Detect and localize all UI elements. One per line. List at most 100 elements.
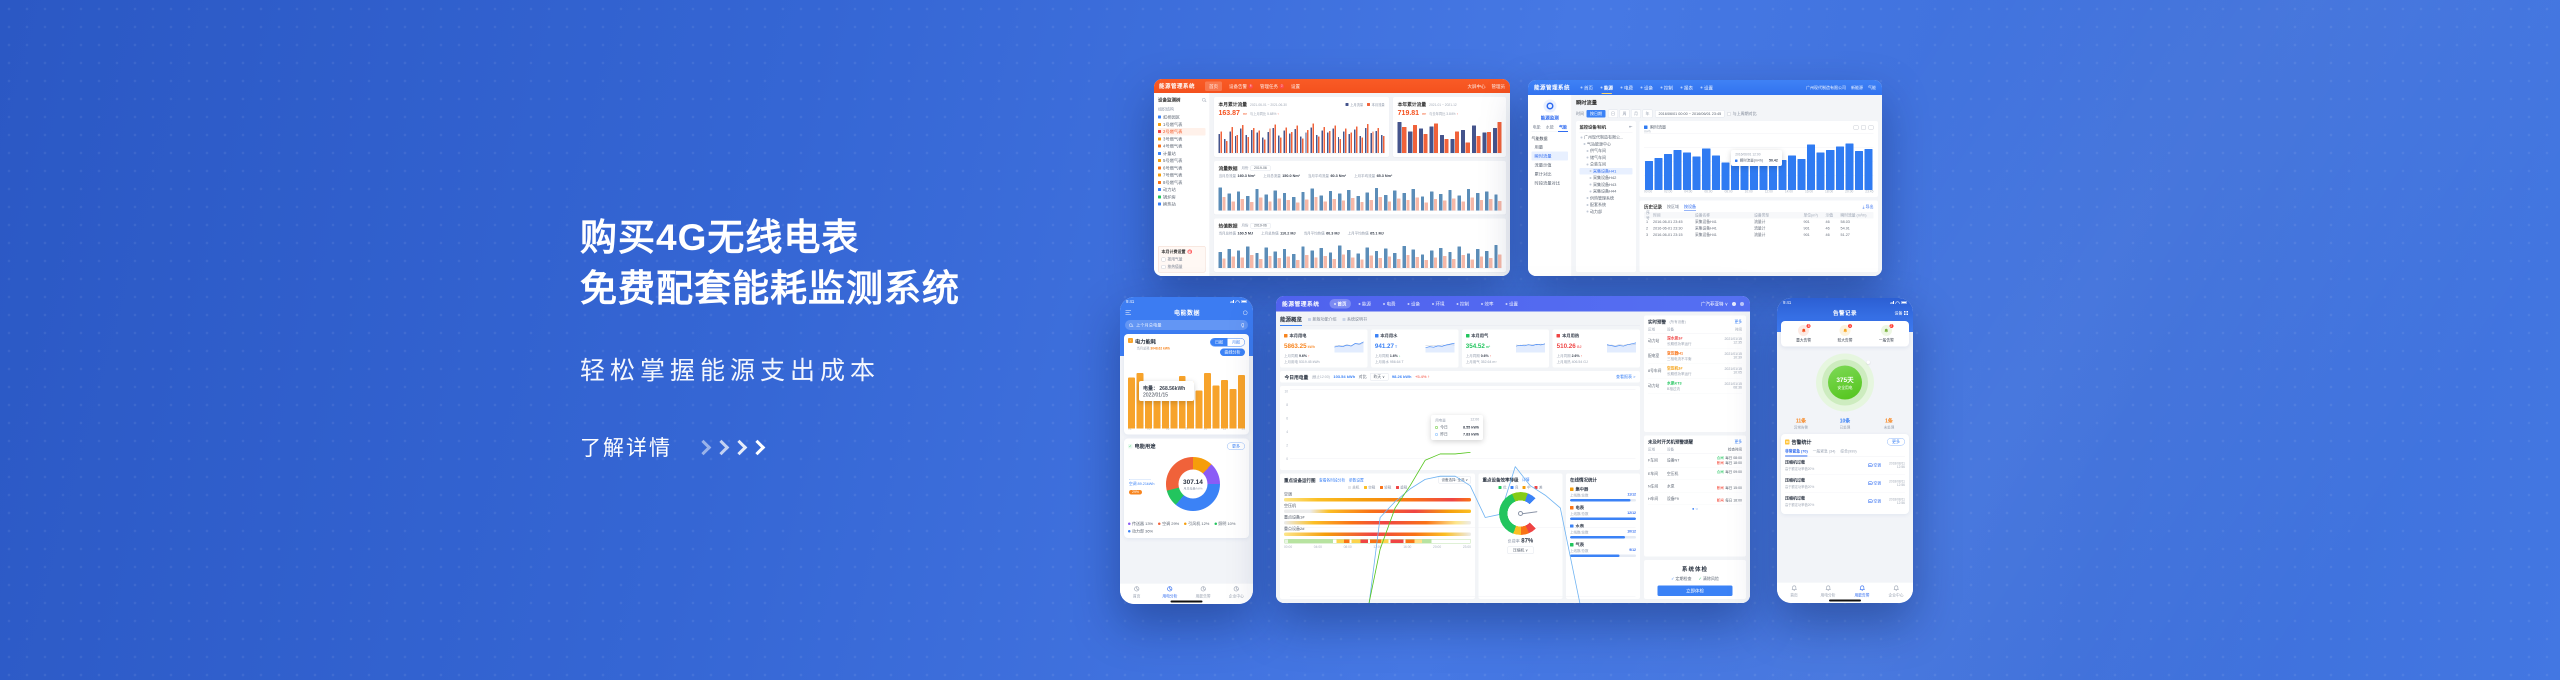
alarm-tab[interactable]: 非常紧急 (70) bbox=[1785, 449, 1808, 457]
flow-tree-item[interactable]: 8号燃气表 bbox=[1158, 179, 1206, 186]
flow-tree-item[interactable]: 5号燃气表 bbox=[1158, 157, 1206, 164]
nav-tab[interactable]: 用能告警 bbox=[1845, 585, 1879, 598]
nav-tab[interactable]: 用能告警 bbox=[1187, 586, 1220, 599]
more-button[interactable]: 更多 bbox=[1887, 438, 1905, 446]
pagination-dots[interactable]: ● ○ bbox=[1692, 506, 1698, 512]
nav-tab[interactable]: 企业中心 bbox=[1220, 586, 1253, 599]
compare-checkbox[interactable] bbox=[1727, 111, 1732, 116]
tree-node[interactable]: 采集设备H44 bbox=[1580, 188, 1633, 195]
dashboard-nav-item[interactable]: 首页 bbox=[1329, 299, 1352, 309]
tree-node[interactable]: 采集设备H41 bbox=[1579, 167, 1633, 175]
tree-node[interactable]: 配套系统 bbox=[1580, 202, 1633, 209]
search-input[interactable] bbox=[1135, 322, 1239, 328]
date-range-picker[interactable]: 2016/06/01 00:00 ~ 2016/06/01 23:45 bbox=[1655, 110, 1725, 118]
alarm-row[interactable]: 压缩机过载 高于额定功率值20% 空调 2018/08/11 12:56 bbox=[1785, 457, 1905, 475]
alarm-row[interactable]: 压缩机过载 高于额定功率值20% 空调 2018/08/11 12:56 bbox=[1785, 475, 1905, 493]
tree-node[interactable]: 气站能源中心 bbox=[1580, 141, 1633, 148]
energy-type-tab[interactable]: 水能 bbox=[1545, 125, 1554, 130]
monitor-nav-right-item[interactable]: 广州现代制造有限公司 bbox=[1806, 85, 1846, 90]
compare-day-select[interactable]: 昨天 ∨ bbox=[1370, 373, 1389, 381]
monitor-nav-item[interactable]: 电费 bbox=[1620, 80, 1633, 95]
flow-tree-item[interactable]: 3号燃气表 bbox=[1158, 135, 1206, 142]
flow-tree-item[interactable]: 2号燃气表 bbox=[1158, 128, 1206, 136]
monitor-nav-item[interactable]: 能源 bbox=[1600, 80, 1613, 95]
alarm-tab[interactable]: 一般紧急 (34) bbox=[1812, 449, 1836, 454]
flow-nav-item[interactable]: 管理任务 2 bbox=[1260, 83, 1285, 89]
flow-tree-item[interactable]: 虹桥园区 bbox=[1158, 114, 1206, 121]
checkup-now-button[interactable]: 立即体检 bbox=[1657, 585, 1733, 596]
line-chart-toggle-icon[interactable] bbox=[1853, 125, 1859, 130]
tree-node[interactable]: 广州现代制造有限公... bbox=[1580, 134, 1633, 141]
dashboard-nav-item[interactable]: 控制 bbox=[1452, 299, 1474, 309]
flow-nav-right-item[interactable]: 管理员 bbox=[1491, 83, 1505, 89]
dashboard-nav-item[interactable]: 能源 bbox=[1354, 299, 1376, 309]
notification-icon[interactable] bbox=[1732, 301, 1736, 306]
monitor-nav-item[interactable]: 控制 bbox=[1660, 80, 1673, 95]
sidebar-menu-item[interactable]: 累计对比 bbox=[1534, 171, 1552, 177]
nav-tab[interactable]: 企业中心 bbox=[1879, 585, 1913, 598]
month-select[interactable]: 2019-06 bbox=[1250, 165, 1271, 171]
date-mode-button[interactable]: 按日期 bbox=[1586, 110, 1606, 118]
report-tab[interactable]: 日报 bbox=[1210, 338, 1228, 346]
overview-link[interactable]: 系统说明书 bbox=[1342, 317, 1367, 323]
checkbox-icon[interactable] bbox=[1161, 264, 1166, 269]
sidebar-menu-item[interactable]: 时段流量对比 bbox=[1534, 180, 1561, 186]
dashboard-nav-item[interactable]: 环境 bbox=[1428, 299, 1450, 309]
quick-range-button[interactable]: 月 bbox=[1631, 109, 1641, 118]
energy-type-tab[interactable]: 电能 bbox=[1532, 125, 1541, 130]
search-icon[interactable] bbox=[1202, 98, 1206, 102]
billing-option[interactable]: 按用气量 bbox=[1161, 257, 1203, 263]
flow-nav-item[interactable]: 设置 bbox=[1291, 83, 1301, 89]
monitor-nav-right-item[interactable]: 新能源 bbox=[1851, 85, 1863, 90]
monitor-nav-item[interactable]: 首页 bbox=[1580, 80, 1593, 95]
collapse-icon[interactable]: ⇤ bbox=[1628, 124, 1633, 129]
tenant-selector[interactable]: 广汽菲亚特 ∨ bbox=[1700, 301, 1728, 307]
alert-row[interactable]: 配电室 变压器H1 三相电流不平衡 2021/01/15 10:39 bbox=[1648, 349, 1742, 364]
history-row[interactable]: 3 2016-06-01 23:15 采集设备H41 流量计 901 46 51.27 bbox=[1646, 232, 1850, 238]
flow-tree-item[interactable]: 1号燃气表 bbox=[1158, 121, 1206, 128]
flow-tree-item[interactable]: 动力站 bbox=[1158, 186, 1206, 193]
flow-tree-item[interactable]: 7号燃气表 bbox=[1158, 172, 1206, 179]
monitor-nav-item[interactable]: 报表 bbox=[1680, 80, 1693, 95]
overview-link[interactable]: 新版功能介绍 bbox=[1308, 317, 1337, 323]
billing-option[interactable]: 按热值量 bbox=[1161, 264, 1203, 270]
quick-range-button[interactable]: 年 bbox=[1642, 109, 1653, 118]
view-report-link[interactable]: 查看报表 > bbox=[1616, 374, 1636, 380]
search-bar[interactable] bbox=[1125, 320, 1248, 330]
tree-node[interactable]: 动力部 bbox=[1580, 208, 1633, 215]
nav-tab[interactable]: 用电分析 bbox=[1811, 585, 1845, 598]
tree-node[interactable]: 总装车间 bbox=[1580, 161, 1633, 168]
alarm-tab[interactable]: 综合(999) bbox=[1840, 449, 1857, 454]
switch-alert-row[interactable]: H车间 设备F9 断闸 每日 18:00 bbox=[1648, 493, 1742, 506]
nav-tab[interactable]: 首页 bbox=[1777, 585, 1811, 598]
dashboard-nav-item[interactable]: 设置 bbox=[1501, 299, 1523, 309]
quick-range-button[interactable]: 日 bbox=[1608, 109, 1618, 118]
flow-tree-item[interactable]: 6号燃气表 bbox=[1158, 164, 1206, 171]
sidebar-menu-item[interactable]: 瞬时流量 bbox=[1531, 151, 1568, 161]
nav-tab[interactable]: 首页 bbox=[1120, 586, 1153, 599]
alert-row[interactable]: 动力站 水泵KT3 B相过流 2021/01/15 08:36 bbox=[1648, 379, 1742, 394]
tree-node[interactable]: 供气车间 bbox=[1580, 148, 1633, 155]
flow-tree-item[interactable]: 计量站 bbox=[1158, 150, 1206, 157]
download-chart-icon[interactable] bbox=[1868, 125, 1874, 130]
alarm-type[interactable]: 1 较大告警 bbox=[1837, 323, 1853, 343]
switch-alert-row[interactable]: E车间 空压机 合闸 每日 09:00 bbox=[1648, 468, 1742, 481]
dashboard-nav-item[interactable]: 效率 bbox=[1477, 299, 1499, 309]
flow-nav-item[interactable]: 设备告警 6 bbox=[1229, 83, 1254, 89]
history-row[interactable]: 2 2016-06-01 23:30 采集设备H41 流量计 901 46 54.91 bbox=[1646, 226, 1850, 231]
flow-nav-item[interactable]: 首页 bbox=[1205, 81, 1223, 91]
alarm-type[interactable]: 2 一般告警 bbox=[1878, 323, 1894, 343]
tree-node[interactable]: 储气车间 bbox=[1580, 154, 1633, 161]
tree-node[interactable]: 采集设备H43 bbox=[1580, 181, 1633, 188]
energy-type-tab[interactable]: 气能 bbox=[1558, 125, 1568, 132]
user-icon[interactable] bbox=[1740, 301, 1744, 306]
history-row[interactable]: 1 2016-06-01 23:45 采集设备H41 流量计 901 46 58.03 bbox=[1646, 219, 1850, 225]
alarm-row[interactable]: 压缩机过载 高于额定功率值20% 空调 2018/08/11 12:56 bbox=[1785, 496, 1905, 507]
monitor-nav-right-item[interactable]: 气能 bbox=[1868, 85, 1876, 90]
sidebar-menu-item[interactable]: 用量 bbox=[1534, 144, 1544, 150]
history-tab[interactable]: 按设备 bbox=[1684, 204, 1697, 211]
tree-node[interactable]: 采集设备H42 bbox=[1580, 175, 1633, 182]
tree-node[interactable]: 供热管理系统 bbox=[1580, 195, 1633, 202]
bar-chart-toggle-icon[interactable] bbox=[1861, 125, 1866, 130]
dashboard-nav-item[interactable]: 电费 bbox=[1379, 299, 1401, 309]
